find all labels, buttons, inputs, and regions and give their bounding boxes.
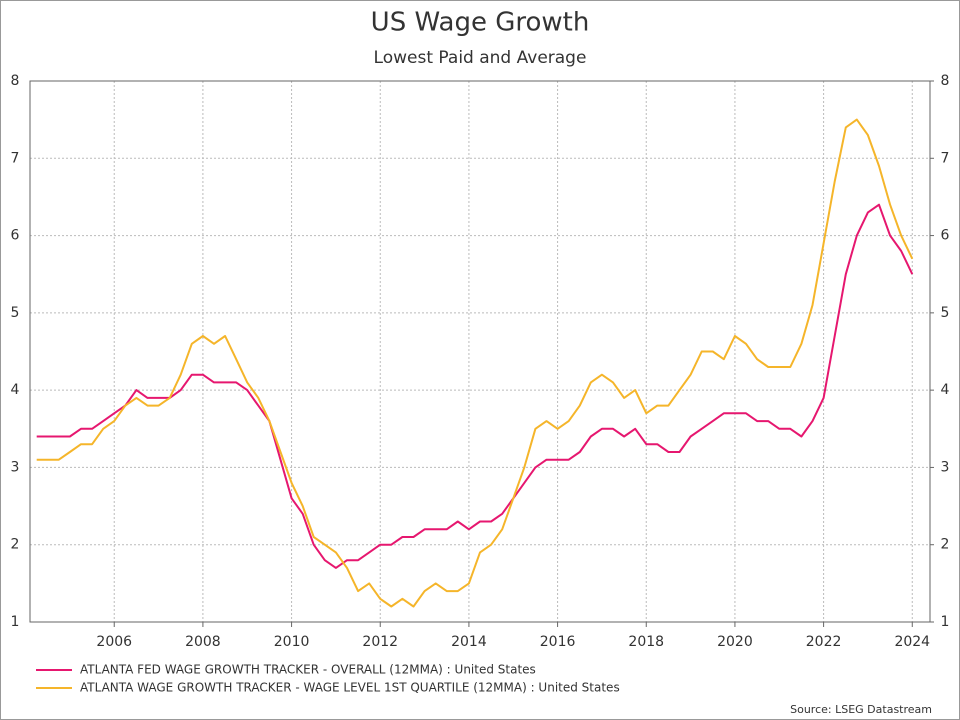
x-tick-label: 2008 (185, 634, 221, 650)
y2-tick-label: 5 (941, 305, 950, 321)
y2-tick-label: 1 (941, 614, 950, 630)
chart-subtitle: Lowest Paid and Average (374, 48, 587, 68)
legend-label: ATLANTA WAGE GROWTH TRACKER - WAGE LEVEL… (80, 681, 620, 695)
y2-tick-label: 6 (941, 228, 950, 244)
y2-tick-label: 7 (941, 150, 950, 166)
y-tick-label: 5 (11, 305, 20, 321)
y2-tick-label: 3 (941, 459, 950, 475)
y-tick-label: 4 (11, 382, 20, 398)
x-tick-label: 2016 (540, 634, 576, 650)
chart-title: US Wage Growth (371, 8, 590, 38)
y-tick-label: 3 (11, 459, 20, 475)
y2-tick-label: 4 (941, 382, 950, 398)
y-tick-label: 8 (11, 73, 20, 89)
x-tick-label: 2012 (362, 634, 398, 650)
x-tick-label: 2018 (628, 634, 664, 650)
source: Source: LSEG Datastream (790, 703, 932, 716)
y2-tick-label: 8 (941, 73, 950, 89)
x-tick-label: 2010 (274, 634, 310, 650)
x-tick-label: 2022 (806, 634, 842, 650)
y-tick-label: 6 (11, 228, 20, 244)
series-line (36, 118, 914, 608)
x-tick-label: 2014 (451, 634, 487, 650)
y-tick-label: 1 (11, 614, 20, 630)
x-tick-label: 2020 (717, 634, 753, 650)
y2-tick-label: 2 (941, 537, 950, 553)
x-tick-label: 2024 (894, 634, 930, 650)
plot-frame (29, 80, 931, 623)
x-tick-label: 2006 (96, 634, 132, 650)
series-line (36, 203, 914, 569)
y-tick-label: 7 (11, 150, 20, 166)
y-tick-label: 2 (11, 537, 20, 553)
legend-label: ATLANTA FED WAGE GROWTH TRACKER - OVERAL… (80, 663, 536, 677)
